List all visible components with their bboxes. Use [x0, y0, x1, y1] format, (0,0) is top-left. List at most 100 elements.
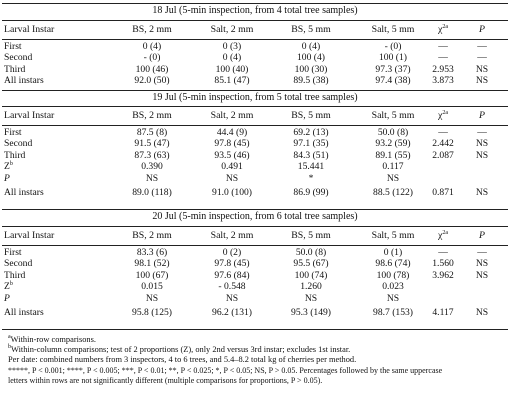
- header-p: P: [479, 24, 485, 35]
- table-row-z: Zb 0.015 - 0.548 1.260 0.023: [0, 281, 510, 292]
- cell: NS: [225, 172, 239, 184]
- header-chi-square: χ2a: [437, 24, 449, 35]
- header-bs-5mm: BS, 5 mm: [291, 24, 331, 35]
- section-3-table: Larval Instar BS, 2 mm Salt, 2 mm BS, 5 …: [0, 228, 510, 243]
- cell: 100 (30): [294, 63, 328, 75]
- header-bs-5mm: BS, 5 mm: [291, 230, 331, 241]
- cell: 100 (78): [376, 269, 410, 281]
- cell: NS: [475, 149, 489, 161]
- row-label: All instars: [4, 186, 44, 198]
- table-row: Second 91.5 (47) 97.8 (45) 97.1 (35) 93.…: [0, 138, 510, 149]
- cell: 1.560: [432, 258, 454, 270]
- cell: 50.0 (8): [377, 127, 409, 138]
- cell: 97.6 (84): [214, 269, 250, 281]
- cell: 97.8 (45): [214, 138, 250, 150]
- cell: 98.6 (74): [375, 258, 411, 270]
- section-1-table: Larval Instar BS, 2 mm Salt, 2 mm BS, 5 …: [0, 22, 510, 37]
- header-salt-2mm: Salt, 2 mm: [210, 24, 254, 35]
- cell: 83.3 (6): [136, 247, 168, 258]
- header-salt-2mm: Salt, 2 mm: [210, 230, 254, 241]
- header-salt-2mm: Salt, 2 mm: [210, 110, 254, 121]
- section-2-body: First 87.5 (8) 44.4 (9) 69.2 (13) 50.0 (…: [0, 127, 510, 198]
- rule: [2, 209, 508, 210]
- cell: 3.962: [432, 269, 454, 281]
- cell: NS: [475, 138, 489, 150]
- cell: NS: [475, 258, 489, 270]
- cell: —: [438, 41, 448, 52]
- cell: 0.390: [141, 161, 163, 173]
- table-row: All instars 89.0 (118) 91.0 (100) 86.9 (…: [0, 187, 510, 198]
- table-row: Third 100 (67) 97.6 (84) 100 (74) 100 (7…: [0, 270, 510, 281]
- row-label: All instars: [4, 306, 44, 318]
- cell: 98.1 (52): [134, 258, 170, 270]
- table-row: Second - (0) 0 (4) 100 (4) 100 (1) — —: [0, 52, 510, 63]
- row-label: Third: [4, 149, 26, 161]
- cell: NS: [475, 306, 489, 318]
- row-label-z: Zb: [4, 161, 13, 173]
- section-3-title: 20 Jul (5-min inspection, from 6 total t…: [152, 211, 358, 222]
- footnote-significance: *****, P < 0.001; ****, P < 0.005; ***, …: [8, 366, 443, 375]
- cell: 3.873: [432, 75, 454, 87]
- table-row: All instars 95.8 (125) 96.2 (131) 95.3 (…: [0, 307, 510, 318]
- row-label: First: [4, 41, 22, 52]
- header-salt-5mm: Salt, 5 mm: [371, 24, 415, 35]
- cell: 89.0 (118): [132, 186, 172, 198]
- header-larval-instar: Larval Instar: [4, 230, 55, 241]
- cell: NS: [475, 63, 489, 75]
- cell: 0.491: [221, 161, 243, 173]
- cell: 0.117: [382, 161, 404, 173]
- cell: 2.442: [432, 138, 454, 150]
- cell: 15.441: [297, 161, 325, 173]
- cell: 44.4 (9): [216, 127, 248, 138]
- cell: 0.871: [432, 186, 454, 198]
- row-label: Third: [4, 63, 26, 75]
- cell: 100 (1): [379, 52, 407, 64]
- table-row: All instars 92.0 (50) 85.1 (47) 89.5 (38…: [0, 75, 510, 86]
- cell: —: [438, 247, 448, 258]
- header-bs-2mm: BS, 2 mm: [132, 24, 172, 35]
- row-label: First: [4, 247, 22, 258]
- cell: NS: [475, 186, 489, 198]
- cell: - 0.548: [218, 281, 246, 293]
- rule: [2, 90, 508, 91]
- cell: —: [438, 52, 448, 64]
- cell: 96.2 (131): [212, 306, 252, 318]
- header-bs-5mm: BS, 5 mm: [291, 110, 331, 121]
- cell: —: [477, 247, 487, 258]
- row-label: Second: [4, 52, 33, 64]
- header-salt-5mm: Salt, 5 mm: [371, 110, 415, 121]
- rule: [2, 106, 508, 107]
- cell: 69.2 (13): [293, 127, 329, 138]
- header-p: P: [479, 110, 485, 121]
- footnote-letters: letters within rows are not significantl…: [8, 376, 323, 385]
- cell: 100 (46): [135, 63, 169, 75]
- table-row: First 0 (4) 0 (3) 0 (4) - (0) — —: [0, 41, 510, 52]
- table-row: First 87.5 (8) 44.4 (9) 69.2 (13) 50.0 (…: [0, 127, 510, 138]
- rule: [2, 125, 508, 126]
- cell: 93.2 (59): [375, 138, 411, 150]
- row-label: Second: [4, 138, 33, 150]
- cell: —: [477, 52, 487, 64]
- section-3-body: First 83.3 (6) 0 (2) 50.0 (8) 0 (1) — — …: [0, 247, 510, 318]
- cell: 0 (4): [301, 41, 321, 52]
- header-row: Larval Instar BS, 2 mm Salt, 2 mm BS, 5 …: [0, 228, 510, 243]
- cell: NS: [225, 292, 239, 304]
- rule: [2, 20, 508, 21]
- rule: [2, 245, 508, 246]
- row-label: Third: [4, 269, 26, 281]
- header-salt-5mm: Salt, 5 mm: [371, 230, 415, 241]
- cell: 0 (1): [383, 247, 403, 258]
- header-row: Larval Instar BS, 2 mm Salt, 2 mm BS, 5 …: [0, 22, 510, 37]
- cell: 95.3 (149): [291, 306, 331, 318]
- cell: NS: [386, 292, 400, 304]
- cell: 89.5 (38): [293, 75, 329, 87]
- cell: 91.5 (47): [134, 138, 170, 150]
- table-row: Third 87.3 (63) 93.5 (46) 84.3 (51) 89.1…: [0, 150, 510, 161]
- header-row: Larval Instar BS, 2 mm Salt, 2 mm BS, 5 …: [0, 108, 510, 123]
- cell: 0 (2): [222, 247, 242, 258]
- row-label: All instars: [4, 75, 44, 87]
- cell: 0 (3): [222, 41, 242, 52]
- cell: NS: [475, 269, 489, 281]
- cell: - (0): [143, 52, 161, 64]
